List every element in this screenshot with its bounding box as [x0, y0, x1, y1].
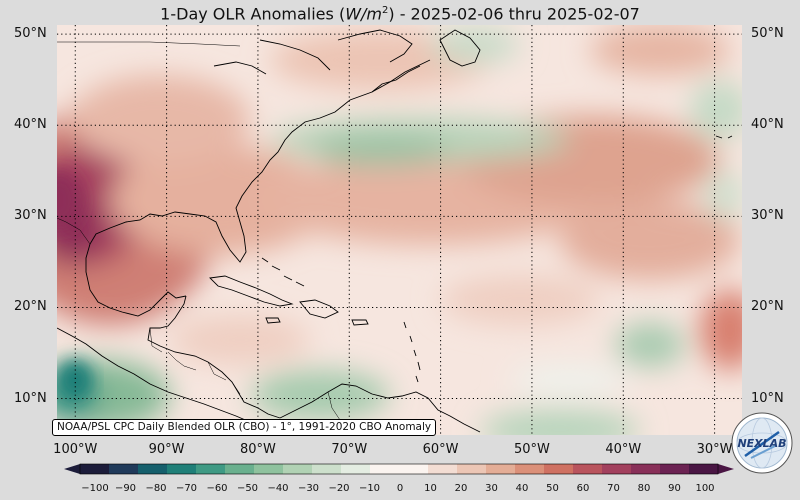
colorbar-segment — [80, 464, 110, 474]
colorbar — [64, 463, 734, 475]
svg-text:NEXLAB: NEXLAB — [737, 437, 786, 450]
colorbar-tick-label: −80 — [145, 483, 167, 494]
colorbar-segment — [573, 464, 603, 474]
latitude-label-right: 40°N — [751, 117, 784, 133]
colorbar-segment — [631, 464, 661, 474]
colorbar-tick-label: 80 — [637, 483, 651, 494]
longitude-label: 100°W — [53, 442, 98, 457]
colorbar-segment — [225, 464, 255, 474]
colorbar-segment — [283, 464, 313, 474]
data-credit-label: NOAA/PSL CPC Daily Blended OLR (CBO) - 1… — [52, 419, 437, 436]
latitude-label-left: 30°N — [14, 208, 47, 224]
olr-anomaly-map — [57, 25, 742, 435]
colorbar-segment — [689, 464, 719, 474]
colorbar-segment — [370, 464, 400, 474]
colorbar-segment — [399, 464, 429, 474]
colorbar-tick-label: −60 — [206, 483, 228, 494]
colorbar-segment — [457, 464, 487, 474]
colorbar-segment — [312, 464, 342, 474]
colorbar-tick-label: 40 — [515, 483, 529, 494]
political-borders — [57, 41, 341, 421]
colorbar-tick-label: 50 — [546, 483, 559, 494]
colorbar-tick-label: 100 — [695, 483, 715, 494]
gridlines — [57, 25, 742, 435]
latitude-label-left: 20°N — [14, 299, 47, 315]
colorbar-tick-label: −20 — [328, 483, 350, 494]
colorbar-tick-label: 90 — [668, 483, 681, 494]
colorbar-tick-label: −40 — [267, 483, 289, 494]
colorbar-max-extend — [718, 464, 734, 474]
colorbar-segment — [167, 464, 197, 474]
colorbar-tick-label: 60 — [576, 483, 590, 494]
colorbar-min-extend — [64, 464, 80, 474]
colorbar-segment — [428, 464, 458, 474]
longitude-label: 30°W — [696, 442, 733, 457]
nexlab-globe-logo[interactable]: NEXLAB — [731, 412, 793, 474]
latitude-label-right: 30°N — [751, 208, 784, 224]
colorbar-tick-label: −100 — [81, 483, 109, 494]
colorbar-segment — [544, 464, 574, 474]
colorbar-tick-label: 20 — [454, 483, 468, 494]
latitude-label-left: 50°N — [14, 26, 47, 42]
longitude-label: 80°W — [239, 442, 276, 457]
longitude-label: 70°W — [331, 442, 368, 457]
colorbar-tick-label: 30 — [485, 483, 498, 494]
latitude-label-left: 10°N — [14, 390, 47, 406]
chart-title: 1-Day OLR Anomalies (W/m2) - 2025-02-06 … — [160, 4, 640, 24]
longitude-label: 40°W — [605, 442, 642, 457]
colorbar-segment — [109, 464, 139, 474]
colorbar-segment — [515, 464, 545, 474]
colorbar-segment — [660, 464, 690, 474]
colorbar-tick-label: −10 — [358, 483, 381, 494]
colorbar-segment — [196, 464, 226, 474]
colorbar-tick-label: −90 — [114, 483, 137, 494]
colorbar-segment — [602, 464, 632, 474]
latitude-label-left: 40°N — [14, 117, 47, 133]
colorbar-tick-label: 0 — [396, 483, 404, 494]
colorbar-segment — [138, 464, 168, 474]
anomaly-field — [57, 25, 742, 435]
longitude-label: 90°W — [148, 442, 185, 457]
colorbar-segment — [486, 464, 516, 474]
colorbar-tick-label: −50 — [236, 483, 259, 494]
latitude-label-right: 50°N — [751, 26, 784, 42]
latitude-label-right: 10°N — [751, 390, 784, 406]
longitude-label: 60°W — [422, 442, 459, 457]
colorbar-segment — [254, 464, 284, 474]
colorbar-segment — [341, 464, 371, 474]
colorbar-tick-label: −70 — [175, 483, 198, 494]
colorbar-tick-label: −30 — [297, 483, 320, 494]
longitude-label: 50°W — [513, 442, 550, 457]
colorbar-tick-label: 70 — [607, 483, 620, 494]
latitude-label-right: 20°N — [751, 299, 784, 315]
colorbar-tick-label: 10 — [424, 483, 437, 494]
colorbar-outline — [79, 463, 719, 475]
